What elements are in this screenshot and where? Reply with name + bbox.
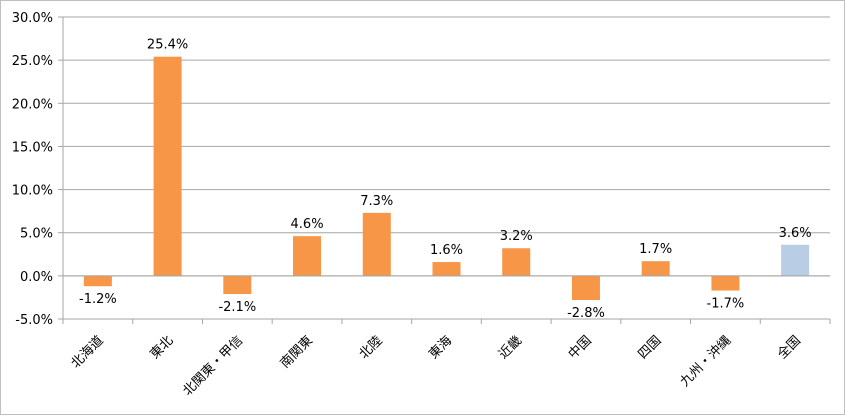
y-axis: 30.0% 25.0% 20.0% 15.0% 10.0% 5.0% 0.0% -5.0% [12, 11, 64, 328]
x-axis: 北海道 東北 北関東・甲信 南関東 北陸 東海 近畿 中国 四国 九州・沖縄 全国 [62, 275, 831, 399]
bar [641, 261, 670, 276]
x-tick-label: 近畿 [496, 333, 525, 362]
x-tick-label: 中国 [566, 333, 595, 362]
x-tick-label: 北海道 [68, 333, 106, 371]
bar [153, 56, 182, 276]
data-label: 25.4% [147, 38, 188, 53]
bars [83, 56, 810, 301]
y-tick-label: 30.0% [12, 11, 53, 26]
data-label: -2.8% [567, 306, 605, 321]
x-tick-label: 全国 [774, 333, 804, 363]
y-tick-label: 10.0% [12, 184, 53, 199]
y-tick-label: 0.0% [20, 270, 53, 285]
x-tick-label: 東海 [426, 333, 456, 363]
data-labels: -1.2% 25.4% -2.1% 4.6% 7.3% 1.6% 3.2% -2.8% 1.7%… [79, 38, 812, 321]
data-label: 4.6% [291, 217, 324, 232]
bar [502, 248, 531, 276]
y-tick-label: 5.0% [20, 227, 53, 242]
data-label: 3.2% [500, 229, 533, 244]
x-tick-label: 南関東 [277, 333, 316, 372]
bar [432, 262, 461, 276]
y-tick-label: 25.0% [12, 54, 53, 69]
x-tick-label: 四国 [636, 333, 665, 362]
data-label: -1.2% [79, 292, 117, 307]
data-label: -1.7% [707, 297, 745, 312]
x-tick-label: 東北 [147, 333, 177, 363]
bar [293, 236, 322, 276]
y-tick-label: 20.0% [12, 97, 53, 112]
x-tick-label: 九州・沖縄 [678, 333, 735, 390]
data-label: -2.1% [218, 300, 256, 315]
bar [711, 275, 740, 291]
data-label: 7.3% [360, 194, 393, 209]
data-label: 1.7% [639, 242, 672, 257]
bar [362, 212, 391, 276]
data-label: 3.6% [779, 226, 812, 241]
x-tick-label: 北関東・甲信 [180, 333, 246, 399]
x-tick-label: 北陸 [356, 333, 386, 363]
bar [223, 275, 252, 294]
data-label: 1.6% [430, 243, 463, 258]
bar [781, 244, 810, 276]
bar [83, 275, 112, 287]
bar [571, 275, 600, 301]
y-tick-label: -5.0% [15, 313, 53, 328]
y-tick-label: 15.0% [12, 140, 53, 155]
